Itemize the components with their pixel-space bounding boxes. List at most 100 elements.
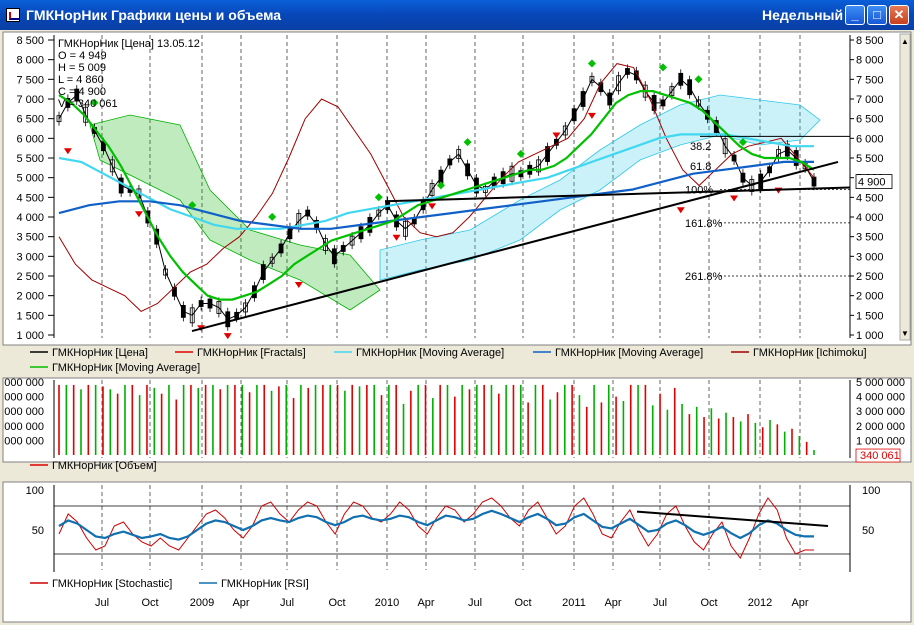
x-tick-label: Apr: [791, 597, 808, 609]
legend-item: ГМКНорНик [Stochastic]: [52, 578, 172, 590]
legend-item: ГМКНорНик [Ichimoku]: [753, 347, 867, 359]
osc-y-tick-left: 100: [26, 485, 44, 497]
price-y-tick-right: 6 000: [856, 133, 884, 145]
price-y-tick-left: 4 000: [16, 212, 44, 224]
price-y-tick-left: 5 000: [16, 173, 44, 185]
title-bar[interactable]: ГМКНорНик Графики цены и объема Недельны…: [0, 0, 914, 30]
price-y-tick-right: 1 000: [856, 330, 884, 342]
volume-y-tick-left: 000 000: [4, 377, 44, 389]
price-y-tick-left: 3 000: [16, 251, 44, 263]
x-tick-label: Jul: [468, 597, 482, 609]
fractal-down-marker: [223, 333, 232, 340]
close-button[interactable]: ✕: [889, 5, 909, 25]
x-tick-label: Oct: [141, 597, 158, 609]
moving-average-medium: [58, 133, 814, 230]
volume-y-tick-right: 3 000 000: [856, 406, 905, 418]
chart-app-icon[interactable]: [6, 8, 20, 22]
price-y-tick-right: 7 000: [856, 94, 884, 106]
volume-y-tick-left: 000 000: [4, 435, 44, 447]
window-title: ГМКНорНик Графики цены и объема: [26, 7, 282, 23]
osc-y-tick-left: 50: [32, 525, 44, 537]
price-y-tick-right: 2 500: [856, 271, 884, 283]
osc-y-tick-right: 50: [862, 525, 874, 537]
fractal-down-marker: [392, 234, 401, 241]
price-y-tick-left: 1 000: [16, 330, 44, 342]
fractal-up-marker: [659, 63, 667, 72]
price-y-tick-left: 1 500: [16, 310, 44, 322]
period-label[interactable]: Недельный: [762, 7, 844, 23]
last-price-box: [855, 174, 893, 190]
fractal-up-marker: [516, 149, 525, 158]
info-close: C = 4 900: [58, 86, 106, 98]
price-y-tick-right: 2 000: [856, 291, 884, 303]
price-y-tick-left: 4 500: [16, 192, 44, 204]
price-scrollbar[interactable]: [899, 33, 911, 341]
last-price-label: 4 900: [858, 177, 886, 189]
x-tick-label: Oct: [514, 597, 531, 609]
price-info-box: ГМКНорНик [Цена] 13.05.12 O = 4 949 H = …: [58, 38, 200, 110]
last-volume-label: 340 061: [860, 450, 900, 462]
x-tick-label: Jul: [280, 597, 294, 609]
minimize-icon: _: [851, 7, 859, 22]
fractal-up-marker: [463, 138, 472, 147]
price-y-tick-left: 7 500: [16, 74, 44, 86]
price-y-tick-left: 8 500: [16, 35, 44, 47]
moving-average-slow: [58, 160, 814, 230]
fibonacci-label: 38.2: [690, 141, 711, 153]
price-y-tick-right: 1 500: [856, 310, 884, 322]
info-header: ГМКНорНик [Цена] 13.05.12: [58, 38, 200, 50]
price-y-tick-right: 6 500: [856, 114, 884, 126]
x-tick-label: Apr: [232, 597, 249, 609]
fractal-down-marker: [730, 195, 739, 202]
price-y-tick-right: 4 500: [856, 192, 884, 204]
price-y-tick-left: 8 000: [16, 55, 44, 67]
fibonacci-label: 161.8%: [685, 218, 723, 230]
price-y-tick-right: 7 500: [856, 74, 884, 86]
legend-item: ГМКНорНик [Moving Average]: [356, 347, 504, 359]
fractal-up-marker: [374, 193, 383, 202]
legend-item: ГМКНорНик [Fractals]: [197, 347, 306, 359]
fractal-down-marker: [587, 112, 596, 119]
legend-item: ГМКНорНик [Объем]: [52, 460, 157, 472]
ichimoku-cloud: [379, 94, 821, 281]
price-y-tick-right: 5 500: [856, 153, 884, 165]
last-volume-box: [855, 448, 901, 463]
price-y-tick-left: 2 000: [16, 291, 44, 303]
close-icon: ✕: [893, 7, 905, 22]
price-y-tick-left: 5 500: [16, 153, 44, 165]
info-low: L = 4 860: [58, 74, 104, 86]
info-volume: V = 340 061: [58, 98, 118, 110]
x-tick-label: 2010: [375, 597, 399, 609]
scroll-up-icon[interactable]: ▲: [901, 37, 909, 46]
volume-y-tick-left: 000 000: [4, 392, 44, 404]
x-tick-label: 2011: [562, 597, 586, 609]
x-tick-label: Oct: [700, 597, 717, 609]
x-tick-label: 2012: [748, 597, 772, 609]
x-tick-label: Jul: [653, 597, 667, 609]
x-tick-label: Apr: [604, 597, 621, 609]
price-y-tick-left: 6 000: [16, 133, 44, 145]
minimize-button[interactable]: _: [845, 5, 865, 25]
volume-y-tick-left: 000 000: [4, 421, 44, 433]
volume-y-tick-right: 1 000 000: [856, 435, 905, 447]
oscillator-panel[interactable]: [2, 481, 912, 623]
fractal-down-marker: [552, 132, 561, 139]
price-y-tick-right: 3 000: [856, 251, 884, 263]
volume-y-tick-left: 000 000: [4, 406, 44, 418]
x-tick-label: Jul: [95, 597, 109, 609]
info-open: O = 4 949: [58, 50, 107, 62]
ichimoku-cloud: [89, 114, 381, 311]
price-y-tick-right: 3 500: [856, 232, 884, 244]
price-y-tick-left: 7 000: [16, 94, 44, 106]
fractal-up-marker: [188, 201, 197, 210]
x-tick-label: Apr: [417, 597, 434, 609]
osc-y-tick-right: 100: [862, 485, 880, 497]
maximize-button[interactable]: □: [867, 5, 887, 25]
volume-y-tick-right: 2 000 000: [856, 421, 905, 433]
fractal-up-marker: [436, 181, 445, 190]
price-y-tick-left: 6 500: [16, 114, 44, 126]
rsi-line: [58, 509, 814, 541]
chart-area[interactable]: ▲ ▼ 1 000 1 000 1 500 1 500 2 000 2 000 2 500 2…: [0, 30, 914, 625]
scroll-down-icon[interactable]: ▼: [901, 329, 909, 338]
